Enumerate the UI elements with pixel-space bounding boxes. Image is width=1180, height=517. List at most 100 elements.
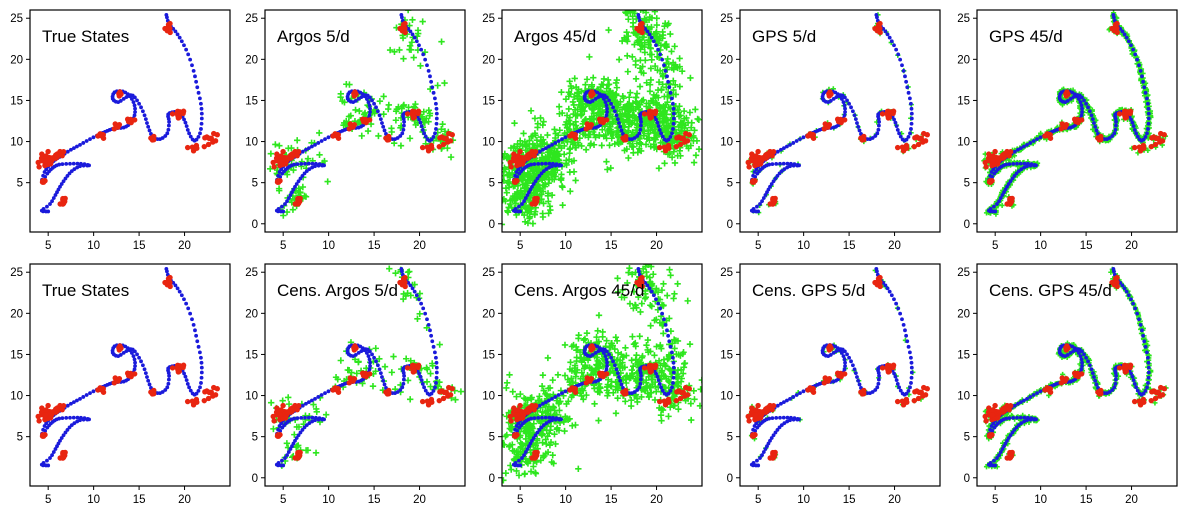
state-point	[202, 389, 207, 394]
track-point	[896, 53, 900, 57]
track-point	[853, 113, 857, 117]
track-point	[68, 162, 72, 166]
state-point	[278, 158, 283, 163]
track-point	[605, 110, 609, 114]
x-tick-label: 10	[87, 240, 100, 252]
track-point	[1146, 127, 1150, 131]
state-point	[60, 153, 65, 158]
y-tick-label: 15	[10, 95, 23, 107]
track-point	[400, 131, 404, 135]
track-point	[197, 91, 201, 95]
state-point	[1124, 115, 1129, 120]
track-point	[894, 121, 898, 125]
track-point	[200, 122, 204, 126]
state-point	[150, 390, 155, 395]
state-point	[150, 136, 155, 141]
state-point	[992, 149, 997, 154]
state-point	[1114, 21, 1119, 26]
state-point	[860, 136, 865, 141]
observation-point	[636, 0, 642, 6]
state-point	[534, 199, 539, 204]
state-point	[887, 115, 892, 120]
track-point	[858, 129, 862, 133]
track-point	[86, 417, 90, 421]
state-point	[598, 119, 603, 124]
track-point	[430, 85, 434, 89]
track-point	[435, 107, 439, 111]
track-point	[1133, 128, 1137, 132]
track-point	[198, 96, 202, 100]
track-point	[402, 124, 406, 128]
track-point	[908, 131, 912, 135]
track-point	[751, 174, 755, 178]
track-point	[752, 207, 756, 211]
track-point	[321, 417, 325, 421]
state-point	[880, 111, 885, 116]
track-point	[316, 141, 320, 145]
track-point	[789, 162, 793, 166]
state-point	[1132, 145, 1137, 150]
state-point	[836, 119, 841, 124]
track-point	[135, 352, 139, 356]
track-point	[164, 13, 168, 17]
track-point	[381, 379, 385, 383]
y-tick-label: 15	[957, 95, 970, 107]
track-point	[782, 162, 786, 166]
track-point	[907, 91, 911, 95]
track-point	[1080, 103, 1084, 107]
track-point	[540, 162, 544, 166]
track-point	[180, 293, 184, 297]
track-point	[81, 395, 85, 399]
track-point	[1142, 85, 1146, 89]
state-point	[180, 111, 185, 116]
state-point	[288, 152, 293, 157]
track-point	[890, 39, 894, 43]
state-point	[283, 161, 288, 166]
track-point	[316, 395, 320, 399]
x-tick-label: 15	[368, 240, 381, 252]
track-point	[795, 139, 799, 143]
state-point	[805, 133, 810, 138]
observation-point	[705, 152, 711, 158]
track-point	[636, 13, 640, 17]
track-point	[187, 131, 191, 135]
track-point	[76, 416, 80, 420]
track-point	[1026, 162, 1030, 166]
track-point	[188, 58, 192, 62]
track-point	[137, 356, 141, 360]
track-point	[1146, 102, 1150, 106]
y-tick-label: 15	[482, 95, 495, 107]
track-point	[435, 112, 439, 116]
track-point	[148, 383, 152, 387]
track-point	[133, 103, 137, 107]
state-point	[385, 136, 390, 141]
track-point	[908, 96, 912, 100]
track-point	[671, 102, 675, 106]
track-point	[166, 382, 170, 386]
track-point	[419, 121, 423, 125]
state-point	[36, 418, 41, 423]
y-tick-label: 10	[10, 391, 23, 403]
track-point	[425, 63, 429, 67]
track-point	[374, 105, 378, 109]
track-point	[197, 345, 201, 349]
track-point	[72, 416, 76, 420]
observation-point	[494, 205, 500, 211]
track-point	[558, 163, 562, 167]
track-point	[843, 113, 847, 117]
y-tick-label: 25	[10, 13, 23, 25]
track-point	[557, 139, 561, 143]
state-point	[1127, 111, 1132, 116]
track-point	[1095, 129, 1099, 133]
track-point	[796, 163, 800, 167]
track-point	[141, 363, 145, 367]
track-point	[553, 141, 557, 145]
track-point	[897, 131, 901, 135]
track-point	[875, 131, 879, 135]
track-point	[421, 382, 425, 386]
state-point	[1111, 26, 1116, 31]
track-point	[64, 162, 68, 166]
track-point	[605, 103, 609, 107]
